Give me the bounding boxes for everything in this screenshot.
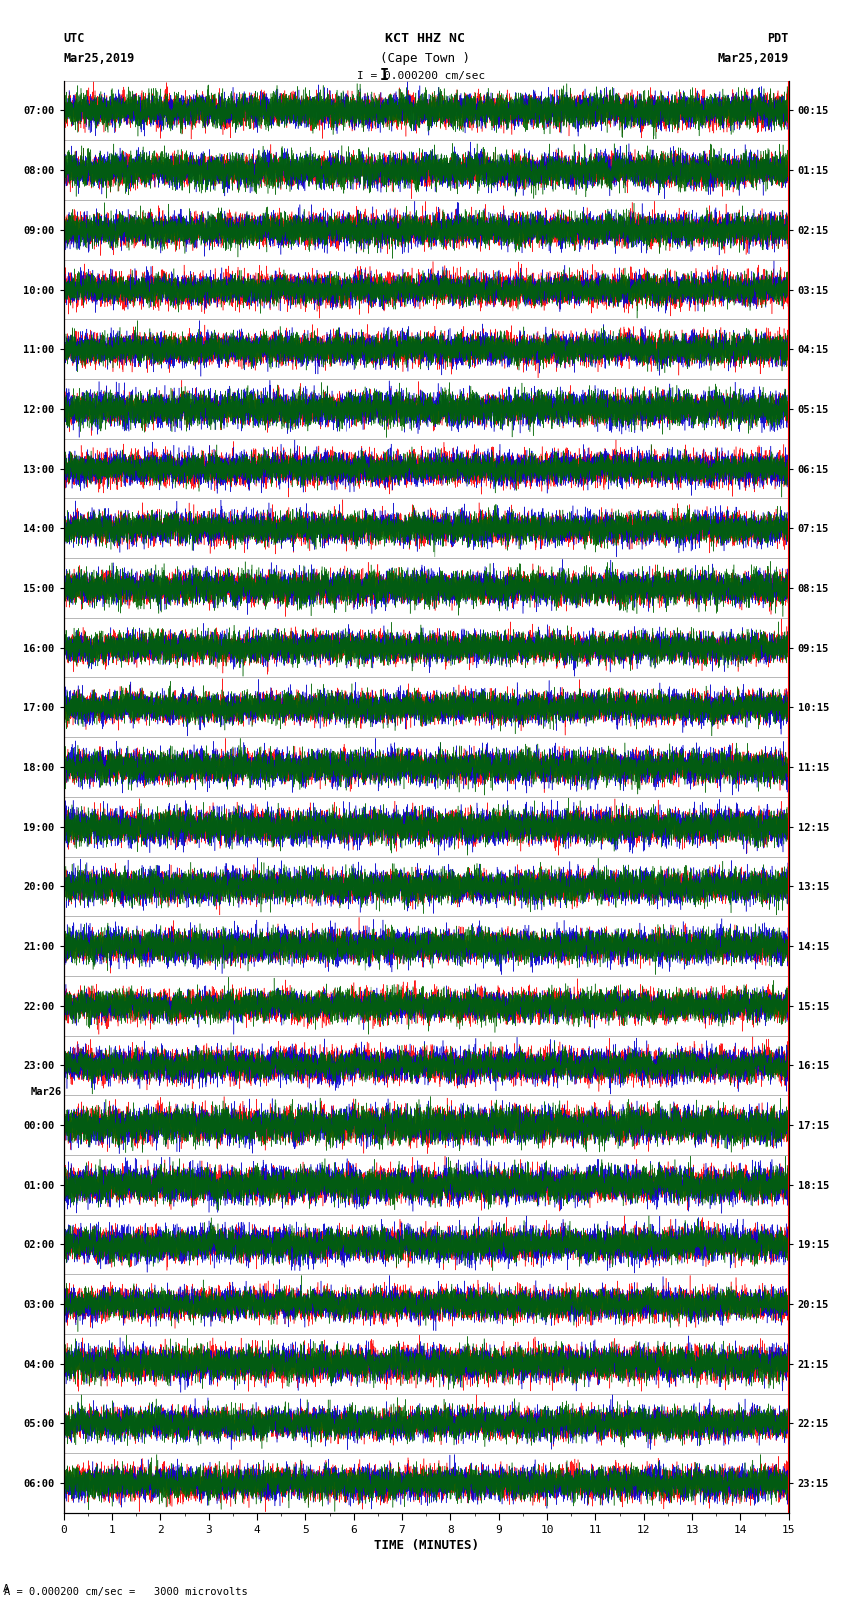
Text: UTC: UTC [64, 32, 85, 45]
Text: I: I [380, 68, 388, 82]
Text: KCT HHZ NC: KCT HHZ NC [385, 32, 465, 45]
Text: Mar25,2019: Mar25,2019 [64, 52, 135, 65]
Text: I = 0.000200 cm/sec: I = 0.000200 cm/sec [357, 71, 484, 81]
Text: Mar26: Mar26 [31, 1087, 62, 1097]
Text: Mar25,2019: Mar25,2019 [717, 52, 789, 65]
Text: A = 0.000200 cm/sec =   3000 microvolts: A = 0.000200 cm/sec = 3000 microvolts [4, 1587, 248, 1597]
Text: PDT: PDT [768, 32, 789, 45]
Text: (Cape Town ): (Cape Town ) [380, 52, 470, 65]
Text: A: A [3, 1584, 9, 1594]
X-axis label: TIME (MINUTES): TIME (MINUTES) [374, 1539, 479, 1552]
